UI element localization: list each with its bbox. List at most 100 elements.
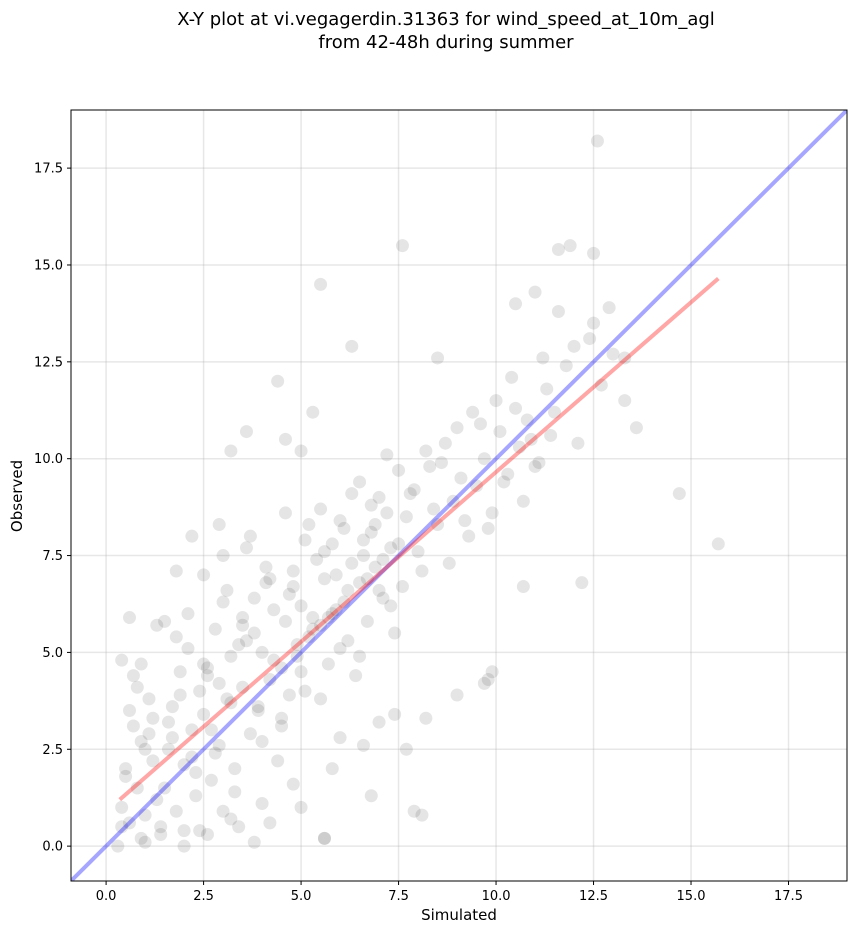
identity-line (71, 110, 847, 881)
scatter-point (267, 603, 281, 617)
scatter-point (356, 549, 370, 563)
scatter-point (356, 738, 370, 752)
scatter-point (302, 630, 316, 644)
scatter-point (388, 626, 402, 640)
scatter-points (111, 134, 725, 853)
scatter-point (228, 785, 242, 799)
scatter-point (540, 382, 554, 396)
scatter-point (158, 781, 172, 795)
scatter-point (177, 839, 191, 853)
scatter-point (446, 494, 460, 508)
scatter-point (189, 766, 203, 780)
scatter-point (372, 583, 386, 597)
scatter-point (392, 463, 406, 477)
chart-title-line2: from 42-48h during summer (318, 32, 574, 53)
scatter-point (290, 638, 304, 652)
scatter-point (497, 475, 511, 489)
scatter-point (220, 583, 234, 597)
scatter-point (473, 417, 487, 431)
scatter-point (575, 576, 589, 590)
scatter-point (372, 715, 386, 729)
scatter-point (275, 661, 289, 675)
scatter-point (551, 304, 565, 318)
scatter-point (193, 684, 207, 698)
scatter-point (317, 545, 331, 559)
scatter-point (306, 405, 320, 419)
scatter-point (239, 541, 253, 555)
scatter-point (384, 599, 398, 613)
scatter-point (442, 556, 456, 570)
scatter-point (481, 521, 495, 535)
scatter-point (548, 405, 562, 419)
scatter-point (138, 742, 152, 756)
scatter-point (571, 436, 585, 450)
scatter-point (247, 626, 261, 640)
scatter-point (115, 820, 129, 834)
scatter-point (341, 583, 355, 597)
scatter-point (384, 541, 398, 555)
scatter-point (317, 831, 331, 845)
scatter-point (454, 471, 468, 485)
scatter-point (255, 735, 269, 749)
scatter-point (317, 831, 331, 845)
scatter-point (236, 680, 250, 694)
scatter-point (524, 432, 538, 446)
scatter-point (360, 614, 374, 628)
scatter-point (325, 537, 339, 551)
scatter-point (485, 665, 499, 679)
scatter-point (193, 824, 207, 838)
scatter-point (618, 394, 632, 408)
scatter-point (419, 711, 433, 725)
scatter-point (314, 277, 328, 291)
scatter-point (509, 297, 523, 311)
y-tick-label: 0.0 (42, 840, 63, 855)
scatter-point (493, 425, 507, 439)
scatter-point (282, 587, 296, 601)
scatter-point (329, 568, 343, 582)
scatter-point (485, 506, 499, 520)
scatter-point (243, 727, 257, 741)
scatter-point (509, 401, 523, 415)
scatter-point (364, 525, 378, 539)
scatter-point (181, 607, 195, 621)
scatter-point (177, 758, 191, 772)
scatter-point (415, 564, 429, 578)
scatter-point (150, 793, 164, 807)
scatter-point (372, 490, 386, 504)
scatter-point (259, 576, 273, 590)
scatter-point (247, 591, 261, 605)
scatter-point (376, 591, 390, 605)
scatter-point (353, 475, 367, 489)
scatter-point (329, 603, 343, 617)
scatter-point (236, 611, 250, 625)
x-tick-label: 0.0 (96, 889, 117, 904)
scatter-point (122, 816, 136, 830)
scatter-point (294, 444, 308, 458)
plot-frame (70, 109, 848, 882)
scatter-point (236, 618, 250, 632)
scatter-point (306, 622, 320, 636)
scatter-point (181, 642, 195, 656)
scatter-point (130, 680, 144, 694)
scatter-point (368, 518, 382, 532)
scatter-point (212, 518, 226, 532)
scatter-point (711, 537, 725, 551)
scatter-point (364, 789, 378, 803)
scatter-point (532, 456, 546, 470)
scatter-point (489, 394, 503, 408)
scatter-point (333, 514, 347, 528)
scatter-point (126, 719, 140, 733)
scatter-point (353, 649, 367, 663)
scatter-point (294, 665, 308, 679)
scatter-point (423, 459, 437, 473)
y-tick-label: 2.5 (42, 743, 63, 758)
scatter-point (232, 820, 246, 834)
scatter-point (294, 800, 308, 814)
scatter-point (314, 502, 328, 516)
scatter-point (590, 134, 604, 148)
scatter-point (158, 614, 172, 628)
scatter-point (321, 611, 335, 625)
scatter-point (247, 835, 261, 849)
scatter-point (528, 459, 542, 473)
scatter-point (138, 808, 152, 822)
